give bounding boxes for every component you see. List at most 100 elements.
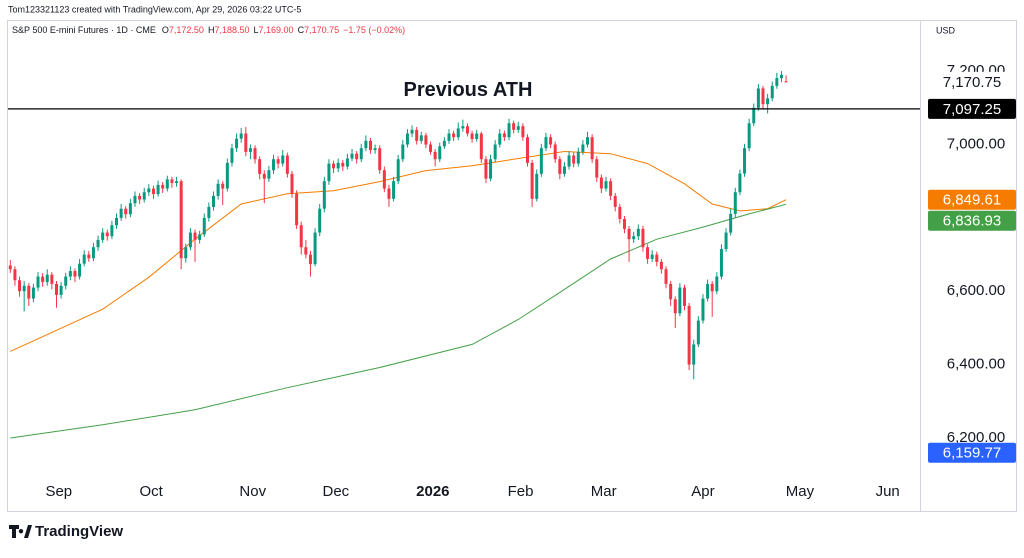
y-tick-label: 6,600.00 [947,282,1005,299]
candle-body [470,133,474,140]
candle-body [682,287,686,306]
candle-body [235,138,239,149]
candle-body [710,283,714,292]
candle-body [641,228,645,248]
candle-body [345,158,349,167]
candle-body [13,269,17,281]
field-value: 7,172.50 [169,25,204,35]
candle-body [484,159,488,179]
candle-body [562,166,566,174]
candle-body [419,135,423,141]
candle-body [22,285,26,292]
candle-body [36,276,40,288]
y-tick-label: 7,000.00 [947,136,1005,153]
candle-body [507,123,511,138]
candle-body [687,305,691,365]
credit: Tom123321123 created with TradingView.co… [8,4,301,14]
candle-body [729,213,733,233]
candle-body [738,173,742,193]
candle-body [193,232,197,240]
candle-body [68,271,72,277]
x-tick-label: May [786,483,815,500]
candle-body [151,188,155,195]
candle-body [350,153,354,159]
legend: S&P 500 E-mini Futures · 1D · CME O7,172.… [12,25,405,35]
candle-body [184,247,188,259]
candle-body [586,137,590,145]
candle-body [295,193,299,226]
candle-body [558,159,562,174]
candle-body [456,128,460,138]
candle-body [138,195,142,200]
candle-body [673,299,677,314]
candle-body [766,98,770,105]
candle-body [198,234,202,240]
candle-body [692,344,696,365]
candle-body [636,228,640,237]
candle-body [664,269,668,284]
candle-body [622,218,626,229]
field-key: O [162,25,169,35]
candle-body [281,155,285,164]
candle-body [743,148,747,174]
candle-body [142,192,146,200]
candle-body [82,254,86,264]
candle-body [188,232,192,248]
price-label: 6,849.61 [943,192,1001,209]
x-tick-label: Dec [323,483,350,500]
brand-name: TradingView [35,523,123,540]
candle-body [170,179,174,184]
candle-body [465,126,469,134]
x-tick-label: 2026 [416,483,449,500]
candle-body [775,78,779,86]
candle-body [493,144,497,160]
candle-body [553,144,557,160]
candle-body [581,144,585,152]
candle-body [318,208,322,233]
candle-body [525,137,529,163]
candle-body [405,133,409,145]
candle-body [322,181,326,209]
candle-body [110,225,114,237]
currency: USD [936,25,956,35]
candle-body [502,133,506,138]
price-label: 7,170.75 [943,74,1001,91]
candle-body [433,151,437,160]
x-tick-label: Nov [239,483,266,500]
candle-body [27,285,31,299]
candle-body [392,181,396,199]
candle-body [512,123,516,130]
x-tick-label: Feb [508,483,534,500]
candle-body [207,206,211,218]
candle-body [595,159,599,178]
candle-body [696,320,700,345]
candle-body [91,247,95,259]
candle-body [50,274,54,284]
candle-body [706,283,710,299]
candle-body [539,148,543,174]
candle-body [521,126,525,138]
candle-body [752,107,756,124]
candle-body [355,153,359,160]
candle-body [364,140,368,149]
candle-body [327,163,331,182]
symbol: S&P 500 E-mini Futures · 1D · CME [12,25,156,35]
candle-body [285,155,289,174]
candle-body [461,126,465,129]
candle-body [530,162,534,199]
candle-body [415,129,419,141]
candle-body [124,208,128,215]
candle-body [41,276,45,283]
change: −1.75 (−0.02%) [343,25,405,35]
field-key: L [254,25,259,35]
candle-body [73,271,77,277]
candle-body [590,137,594,160]
field-value: 7,188.50 [214,25,249,35]
candle-body [165,179,169,189]
price-label-box [928,189,1016,210]
field-key: C [298,25,305,35]
candle-body [715,276,719,292]
candle-body [128,203,132,215]
candle-body [516,126,520,130]
candle-body [18,280,22,292]
